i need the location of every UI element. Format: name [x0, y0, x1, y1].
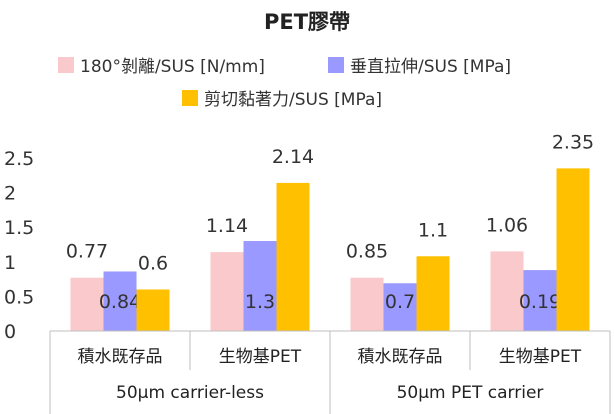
data-label: 1.3 — [245, 291, 275, 313]
data-label: 0.85 — [346, 241, 388, 263]
data-label: 0.7 — [385, 291, 415, 313]
bar — [103, 271, 137, 331]
data-label: 0.6 — [138, 252, 168, 274]
bar — [276, 182, 310, 331]
chart-title: PET膠帶 — [264, 10, 350, 34]
bar — [70, 277, 104, 331]
legend-label: 180°剝離/SUS [N/mm] — [80, 57, 265, 77]
bar — [556, 168, 590, 331]
y-tick-label: 1.5 — [4, 217, 34, 239]
bar — [383, 283, 417, 331]
legend-label: 垂直拉伸/SUS [MPa] — [350, 57, 511, 77]
data-label: 0.77 — [66, 241, 108, 263]
y-tick-label: 0.5 — [4, 286, 34, 308]
y-tick-label: 2.5 — [4, 148, 34, 170]
x-category-label: 積水既存品 — [78, 347, 163, 367]
bar — [210, 252, 244, 331]
x-category-label: 積水既存品 — [358, 347, 443, 367]
y-tick-label: 1 — [4, 252, 16, 274]
y-tick-label: 2 — [4, 183, 16, 205]
bar — [243, 241, 277, 331]
x-group-label: 50μm PET carrier — [397, 383, 544, 403]
data-label: 2.14 — [272, 146, 314, 168]
legend-swatch — [182, 90, 198, 106]
x-category-label: 生物基PET — [219, 347, 302, 367]
bar — [136, 289, 170, 331]
bar — [350, 277, 384, 331]
data-label: 1.1 — [418, 219, 448, 241]
legend-label: 剪切黏著力/SUS [MPa] — [204, 90, 382, 110]
bar — [490, 251, 524, 331]
data-label: 0.19 — [519, 291, 561, 313]
data-label: 1.14 — [206, 215, 248, 237]
x-category-label: 生物基PET — [499, 347, 582, 367]
legend-swatch — [58, 57, 74, 73]
data-label: 0.84 — [99, 291, 141, 313]
data-label: 2.35 — [552, 131, 594, 153]
x-group-label: 50μm carrier-less — [116, 383, 264, 403]
y-tick-label: 0 — [4, 321, 16, 343]
bar — [523, 270, 557, 331]
legend-swatch — [328, 57, 344, 73]
bar — [416, 256, 450, 331]
data-label: 1.06 — [486, 214, 528, 236]
